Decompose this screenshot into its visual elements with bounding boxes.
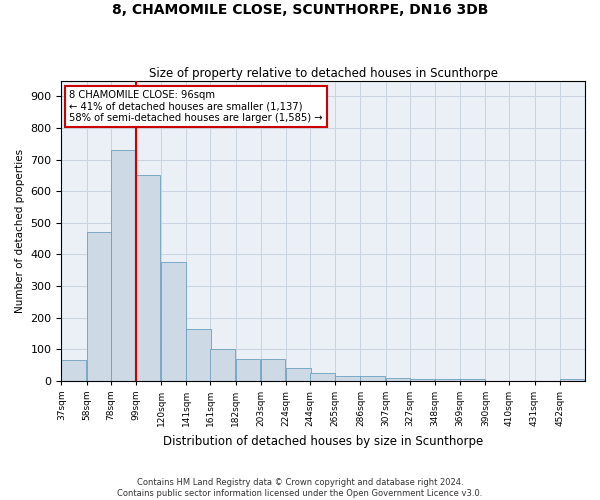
Text: 8, CHAMOMILE CLOSE, SCUNTHORPE, DN16 3DB: 8, CHAMOMILE CLOSE, SCUNTHORPE, DN16 3DB <box>112 2 488 16</box>
Bar <box>386 378 410 381</box>
Text: Contains HM Land Registry data © Crown copyright and database right 2024.
Contai: Contains HM Land Registry data © Crown c… <box>118 478 482 498</box>
Bar <box>560 379 584 381</box>
Bar <box>211 349 235 381</box>
Bar <box>161 262 185 381</box>
Bar <box>136 176 160 381</box>
Bar <box>61 360 86 381</box>
Bar <box>435 379 460 381</box>
Bar <box>361 376 385 381</box>
Bar <box>335 376 360 381</box>
Y-axis label: Number of detached properties: Number of detached properties <box>15 148 25 313</box>
Bar <box>186 328 211 381</box>
Bar <box>110 150 135 381</box>
Bar <box>261 358 286 381</box>
Bar <box>236 358 260 381</box>
Bar <box>410 379 434 381</box>
Bar <box>286 368 311 381</box>
Bar <box>86 232 111 381</box>
Title: Size of property relative to detached houses in Scunthorpe: Size of property relative to detached ho… <box>149 66 498 80</box>
X-axis label: Distribution of detached houses by size in Scunthorpe: Distribution of detached houses by size … <box>163 434 484 448</box>
Bar <box>310 373 335 381</box>
Bar <box>460 379 485 381</box>
Text: 8 CHAMOMILE CLOSE: 96sqm
← 41% of detached houses are smaller (1,137)
58% of sem: 8 CHAMOMILE CLOSE: 96sqm ← 41% of detach… <box>69 90 323 123</box>
